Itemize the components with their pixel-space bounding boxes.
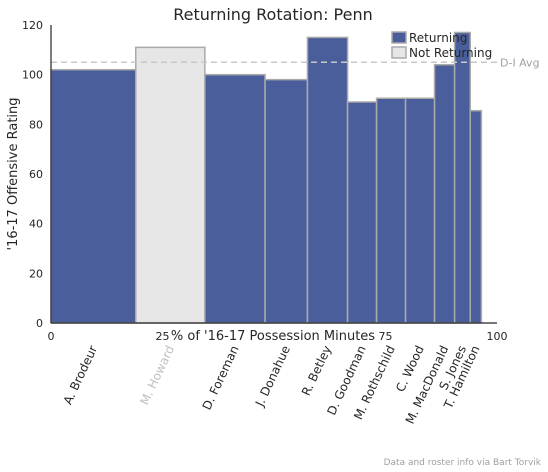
y-tick-label-3: 60: [29, 168, 43, 181]
legend-swatch-0: [391, 31, 407, 44]
x-axis-label: % of '16-17 Possession Minutes: [171, 329, 375, 344]
legend-label-0: Returning: [409, 31, 467, 45]
x-tick-label-3: 100: [487, 330, 508, 343]
bar-0: [50, 68, 137, 324]
bar-10: [469, 109, 483, 324]
y-tick-label-0: 0: [36, 317, 43, 330]
y-tick-label-2: 40: [29, 218, 43, 231]
bar-6: [375, 97, 407, 324]
bar-4: [306, 36, 349, 324]
x-tick-label-0: 0: [48, 330, 55, 343]
legend-label-1: Not Returning: [409, 46, 492, 60]
y-tick-label-4: 80: [29, 118, 43, 131]
bar-2: [204, 73, 266, 324]
y-tick-label-1: 20: [29, 267, 43, 280]
y-tick-label-6: 120: [22, 19, 43, 32]
x-tick-label-1: 25: [156, 330, 170, 343]
x-tick-label-2: 75: [379, 330, 393, 343]
bar-7: [404, 97, 436, 324]
reference-line-group: D-I Avg: [51, 56, 540, 69]
axes-group: 0 20 40 60 80 100 120 0 25 75 100: [22, 19, 508, 343]
y-tick-label-5: 100: [22, 69, 43, 82]
y-axis-label: '16-17 Offensive Rating: [6, 97, 21, 250]
source-credit: Data and roster info via Bart Torvik: [384, 458, 542, 468]
chart-title: Returning Rotation: Penn: [173, 5, 373, 24]
bars-group: [50, 31, 483, 324]
bar-3: [264, 78, 309, 324]
bar-5: [346, 101, 378, 324]
legend-swatch-1: [391, 46, 407, 59]
bar-8: [433, 63, 456, 324]
reference-line-label: D-I Avg: [500, 56, 540, 69]
bar-1: [134, 46, 206, 324]
bar-9: [453, 31, 471, 324]
